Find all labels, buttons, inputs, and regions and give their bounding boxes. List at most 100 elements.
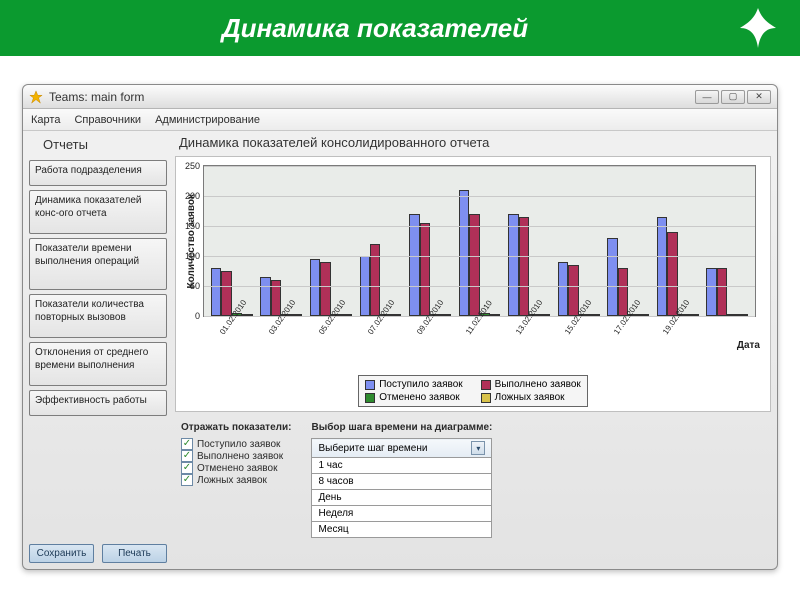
app-icon (29, 90, 43, 104)
ytick: 0 (176, 311, 200, 321)
page-title: Динамика показателей консолидированного … (175, 135, 771, 156)
print-button[interactable]: Печать (102, 544, 167, 563)
checkbox[interactable]: ✓ (181, 450, 193, 462)
ytick: 250 (176, 161, 200, 171)
bar (211, 268, 221, 316)
bar (508, 214, 518, 316)
legend-label: Ложных заявок (495, 392, 565, 403)
sidebar-item[interactable]: Работа подразделения (29, 160, 167, 186)
bar (310, 259, 320, 316)
time-step-option[interactable]: Неделя (312, 506, 492, 522)
legend-swatch (365, 380, 375, 390)
sidebar-item[interactable]: Показатели количества повторных вызовов (29, 294, 167, 338)
menu-item[interactable]: Администрирование (155, 114, 260, 126)
chart-bars (204, 166, 755, 316)
controls: Отражать показатели: ✓Поступило заявок✓В… (175, 412, 771, 538)
sidebar-title: Отчеты (29, 135, 167, 156)
window-title: Teams: main form (49, 90, 144, 104)
chart-ylabel: Количество заявок (184, 194, 199, 288)
legend-swatch (365, 393, 375, 403)
checkbox-label: Отменено заявок (197, 463, 277, 474)
save-button[interactable]: Сохранить (29, 544, 94, 563)
bar-group (258, 166, 306, 316)
sidebar: Отчеты Работа подразделения Динамика пок… (29, 135, 167, 563)
menubar: Карта Справочники Администрирование (23, 109, 777, 131)
checkbox[interactable]: ✓ (181, 462, 193, 474)
titlebar: Teams: main form — ▢ ✕ (23, 85, 777, 109)
bar-group (456, 166, 504, 316)
slide-title: Динамика показателей (222, 13, 528, 44)
indicator-checkbox-row: ✓ Поступило заявок (181, 438, 291, 450)
sidebar-item[interactable]: Динамика показателей конс-ого отчета (29, 190, 167, 234)
bar (657, 217, 667, 316)
bar (320, 262, 330, 316)
sidebar-item[interactable]: Отклонения от среднего времени выполнени… (29, 342, 167, 386)
indicators-heading: Отражать показатели: (181, 422, 291, 433)
sidebar-item[interactable]: Эффективность работы (29, 390, 167, 416)
legend-item: Поступило заявок (365, 379, 462, 390)
checkbox-label: Поступило заявок (197, 439, 280, 450)
checkbox[interactable]: ✓ (181, 474, 193, 486)
indicator-checkbox-row: ✓ Отменено заявок (181, 462, 291, 474)
bar-group (703, 166, 751, 316)
sidebar-item[interactable]: Показатели времени выполнения операций (29, 238, 167, 290)
bar (420, 223, 430, 316)
chevron-down-icon[interactable]: ▾ (471, 441, 485, 455)
ytick: 150 (176, 221, 200, 231)
bar (221, 271, 231, 316)
time-step-dropdown[interactable]: Выберите шаг времени ▾ (312, 439, 492, 458)
leaf-icon (736, 6, 780, 50)
ytick: 50 (176, 281, 200, 291)
ytick: 200 (176, 191, 200, 201)
legend-label: Выполнено заявок (495, 379, 581, 390)
bar-group (357, 166, 405, 316)
checkbox-label: Ложных заявок (197, 475, 267, 486)
time-heading: Выбор шага времени на диаграмме: (311, 422, 492, 433)
close-button[interactable]: ✕ (747, 90, 771, 104)
indicators-col: Отражать показатели: ✓ Поступило заявок✓В… (181, 422, 291, 538)
bar (568, 265, 578, 316)
chart-legend: Поступило заявок Выполнено заявок Отменено… (358, 375, 588, 407)
bar-group (654, 166, 702, 316)
time-step-option[interactable]: Месяц (312, 522, 492, 538)
indicator-checkbox-row: ✓Выполнено заявок (181, 450, 291, 462)
app-window: Teams: main form — ▢ ✕ Карта Справочники… (22, 84, 778, 570)
menu-item[interactable]: Карта (31, 114, 60, 126)
time-col: Выбор шага времени на диаграмме: Выберит… (311, 422, 492, 538)
chart-xlabels: 01.02.201003.02.201005.02.201007.02.2010… (208, 317, 758, 369)
bar (409, 214, 419, 316)
bar (469, 214, 479, 316)
bar-group (505, 166, 553, 316)
indicator-checkbox-row: ✓ Ложных заявок (181, 474, 291, 486)
dropdown-selected: Выберите шаг времени (318, 443, 427, 454)
bar (370, 244, 380, 316)
bar (519, 217, 529, 316)
bar-group (406, 166, 454, 316)
time-step-option[interactable]: 8 часов (312, 474, 492, 490)
checkbox[interactable]: ✓ (181, 438, 193, 450)
bar-group (307, 166, 355, 316)
legend-item: Выполнено заявок (481, 379, 581, 390)
legend-label: Поступило заявок (379, 379, 462, 390)
bar (667, 232, 677, 316)
menu-item[interactable]: Справочники (74, 114, 141, 126)
bar (459, 190, 469, 316)
legend-label: Отменено заявок (379, 392, 459, 403)
legend-item: Отменено заявок (365, 392, 462, 403)
main-panel: Динамика показателей консолидированного … (167, 135, 771, 563)
time-step-table: Выберите шаг времени ▾ 1 час8 часовДеньНед… (311, 438, 492, 538)
bar (558, 262, 568, 316)
bar (607, 238, 617, 316)
bar-group (208, 166, 256, 316)
legend-swatch (481, 380, 491, 390)
legend-item: Ложных заявок (481, 392, 581, 403)
chart-panel: Количество заявок 050100150200250 01.02.… (175, 156, 771, 412)
chart-xlabel: Дата (737, 340, 760, 351)
maximize-button[interactable]: ▢ (721, 90, 745, 104)
slide-header: Динамика показателей (0, 0, 800, 56)
minimize-button[interactable]: — (695, 90, 719, 104)
time-step-option[interactable]: День (312, 490, 492, 506)
legend-swatch (481, 393, 491, 403)
time-step-option[interactable]: 1 час (312, 458, 492, 474)
bar-group (555, 166, 603, 316)
